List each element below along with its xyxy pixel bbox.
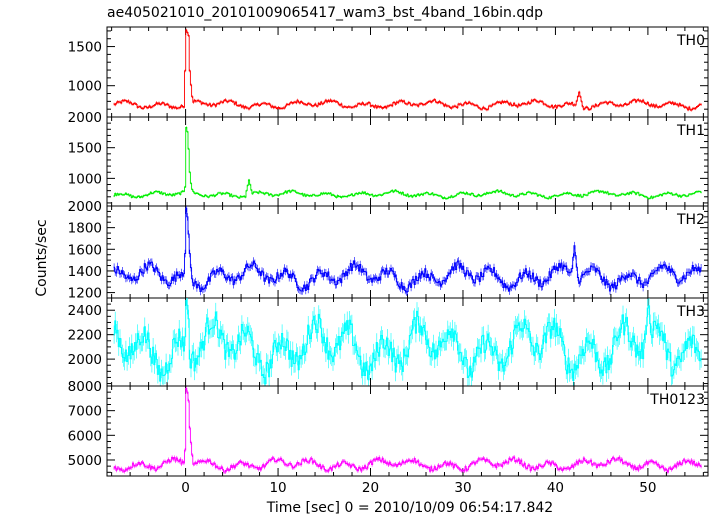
panel-th3: 2000 2200 2400 TH3 bbox=[68, 297, 709, 387]
panel-th1: 1000 1500 2000 TH1 bbox=[68, 110, 709, 207]
y-tick-label: 5000 bbox=[68, 453, 102, 469]
y-tick-label: 1200 bbox=[68, 286, 102, 302]
y-tick-label: 7000 bbox=[68, 404, 102, 420]
error-bars bbox=[113, 28, 702, 112]
panel-label: TH3 bbox=[676, 304, 705, 320]
panels: 1000 1500 TH0 1000 1500 2000 TH1 1200 1400 1600 18… bbox=[68, 26, 709, 496]
panel-th0: 1000 1500 TH0 bbox=[68, 26, 709, 118]
y-tick-label: 1000 bbox=[68, 171, 102, 187]
panel-label: TH0 bbox=[676, 33, 705, 49]
panel-label: TH0123 bbox=[649, 392, 705, 408]
panel-th0123: 5000 6000 7000 8000 TH0123 bbox=[68, 379, 709, 477]
y-tick-label: 1800 bbox=[68, 221, 102, 237]
series-th0123 bbox=[113, 386, 702, 475]
chart-title: ae405021010_20101009065417_wam3_bst_4ban… bbox=[107, 5, 543, 21]
panel-label: TH2 bbox=[676, 212, 705, 228]
y-tick-label: 1600 bbox=[68, 242, 102, 258]
panel-label: TH1 bbox=[676, 123, 705, 139]
y-tick-label: 2000 bbox=[68, 199, 102, 215]
y-tick-label: 2000 bbox=[68, 110, 102, 126]
y-tick-label: 1400 bbox=[68, 264, 102, 280]
series-th1 bbox=[113, 126, 702, 200]
y-tick-label: 2200 bbox=[68, 328, 102, 344]
y-tick-label: 1000 bbox=[68, 79, 102, 95]
x-axis-label: Time [sec] 0 = 2010/10/09 06:54:17.842 bbox=[266, 500, 553, 516]
y-tick-label: 2000 bbox=[68, 352, 102, 368]
series-th2 bbox=[113, 206, 702, 296]
y-tick-label: 2400 bbox=[68, 303, 102, 319]
x-tick-label: 40 bbox=[547, 480, 564, 496]
x-tick-label: 10 bbox=[269, 480, 286, 496]
series-th3 bbox=[113, 298, 702, 386]
x-tick-label: 0 bbox=[181, 480, 190, 496]
x-tick-labels: 0 10 20 30 40 50 bbox=[181, 480, 656, 496]
y-tick-label: 1500 bbox=[68, 40, 102, 56]
data-line bbox=[113, 207, 702, 293]
data-line bbox=[113, 388, 702, 473]
x-tick-label: 20 bbox=[362, 480, 379, 496]
y-axis-label: Counts/sec bbox=[34, 219, 50, 296]
x-tick-label: 30 bbox=[454, 480, 471, 496]
y-tick-label: 8000 bbox=[68, 379, 102, 395]
y-tick-label: 1500 bbox=[68, 141, 102, 157]
series-th0 bbox=[113, 28, 702, 112]
data-line bbox=[113, 126, 702, 200]
data-line bbox=[113, 29, 702, 111]
error-bars bbox=[113, 126, 702, 200]
x-tick-label: 50 bbox=[639, 480, 656, 496]
error-bars bbox=[113, 206, 702, 296]
panel-th2: 1200 1400 1600 1800 2000 TH2 bbox=[68, 199, 709, 302]
data-line bbox=[113, 299, 702, 385]
y-tick-label: 6000 bbox=[68, 428, 102, 444]
